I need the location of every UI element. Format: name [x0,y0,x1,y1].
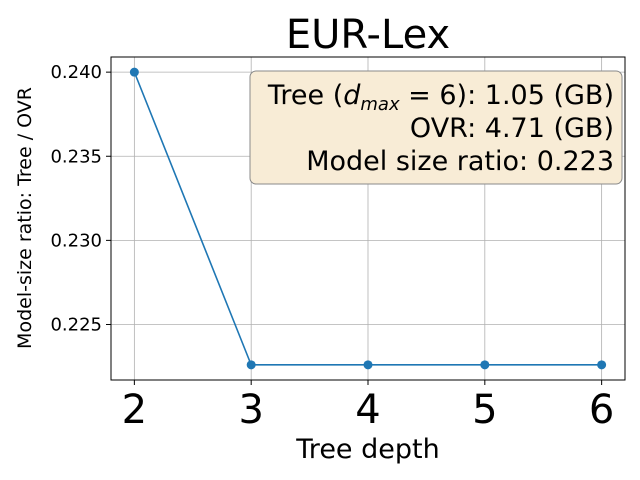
y-axis-label: Model-size ratio: Tree / OVR [14,87,36,349]
annotation-line: Model size ratio: 0.223 [306,146,614,177]
point [246,360,256,370]
annotation-box [249,70,623,185]
y-tick-label: 0.235 [50,146,102,167]
point [597,360,607,370]
annotation-line: OVR: 4.71 (GB) [410,113,614,144]
y-tick-label: 0.225 [50,314,102,335]
x-tick-label: 3 [238,387,263,433]
x-tick-label: 6 [589,387,614,433]
marks [129,67,607,370]
x-tick-label: 2 [122,387,147,433]
annotation-line: Tree (dmax = 6): 1.05 (GB) [267,80,614,115]
annotation-text: max [360,94,400,115]
annotation-text: Tree ( [267,80,343,111]
point [129,67,139,77]
point [480,360,490,370]
y-tick-label: 0.240 [50,62,102,83]
x-tick-label: 5 [472,387,497,433]
point [363,360,373,370]
x-axis-label: Tree depth [295,434,439,465]
annotation-text: = 6): 1.05 (GB) [400,80,614,111]
x-tick-label: 4 [355,387,380,433]
y-tick-label: 0.230 [50,230,102,251]
annotation-text: d [343,80,361,111]
chart-title: EUR-Lex [286,12,450,58]
